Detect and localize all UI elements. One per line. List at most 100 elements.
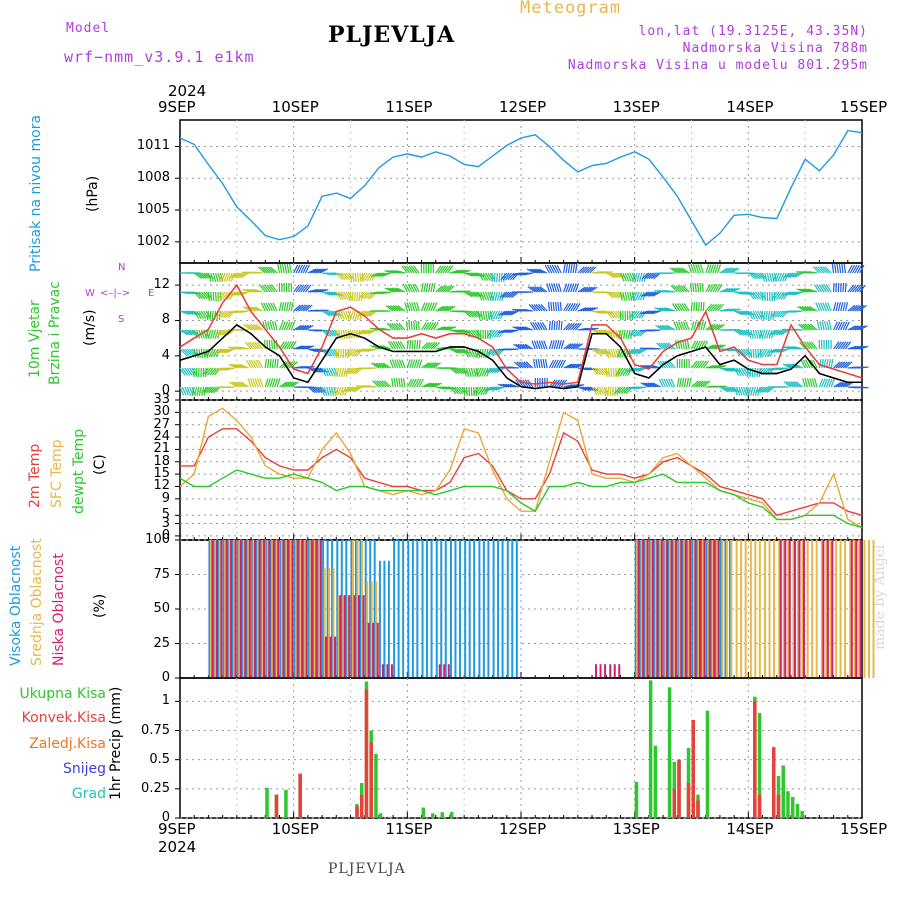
cloud-bar-0 (653, 540, 656, 678)
wind-arrow (804, 378, 809, 388)
wind-arrow (307, 268, 317, 274)
cloud-bar-0 (663, 540, 666, 678)
wind-arrow (233, 381, 242, 388)
wind-arrow (222, 329, 231, 336)
wind-arrow (321, 291, 331, 296)
wind-arrow (249, 378, 254, 388)
wind-arrow (193, 272, 202, 279)
wind-arrow (505, 329, 515, 334)
wind-arrow (286, 341, 292, 350)
wind-arrow (719, 287, 729, 293)
wind-arrow (257, 359, 264, 369)
wind-arrow (800, 359, 806, 369)
wind-arrow (235, 291, 245, 296)
wind-arrow (682, 340, 685, 350)
wind-arrow (635, 367, 645, 372)
wind-arrow (779, 367, 789, 371)
wind-arrow (207, 272, 212, 282)
wind-arrow (824, 321, 828, 331)
wind-arrow (492, 291, 496, 301)
wind-arrow (859, 304, 868, 312)
day-label-top: 9SEP (158, 98, 196, 116)
wind-arrow (613, 386, 621, 394)
wind-arrow (812, 359, 818, 369)
wind-arrow (712, 364, 722, 369)
cloud-bar-1 (839, 540, 842, 678)
wind-arrow (605, 367, 608, 378)
cloud-bar-2 (348, 595, 351, 678)
wind-arrow (775, 329, 785, 336)
wind-arrow (793, 346, 803, 350)
wind-arrow (425, 342, 433, 350)
wind-arrow (496, 291, 501, 301)
wind-arrow (502, 329, 512, 334)
cloud-bar-2 (599, 664, 602, 678)
wind-arrow (328, 329, 337, 337)
day-label-bottom: 11SEP (385, 820, 433, 838)
wind-arrow (665, 378, 671, 388)
wind-arrow (277, 264, 281, 274)
wind-arrow (533, 304, 541, 312)
wind-arrow (825, 284, 832, 293)
wind-arrow (555, 340, 560, 350)
wind-arrow (466, 272, 476, 277)
cloud-bar-1 (863, 540, 866, 678)
wind-arrow (231, 272, 240, 279)
wind-arrow (802, 378, 806, 388)
wind-arrow (787, 363, 796, 369)
wind-arrow (627, 272, 632, 282)
wind-arrow (840, 302, 844, 312)
wind-arrow (579, 386, 589, 391)
wind-arrow (184, 386, 189, 396)
wind-arrow (196, 291, 204, 300)
wind-arrow (266, 339, 269, 350)
wind-arrow (293, 324, 302, 331)
wind-arrow (395, 305, 403, 312)
wind-arrow (223, 348, 233, 354)
wind-arrow (610, 272, 620, 279)
wind-arrow (764, 272, 768, 282)
wind-arrow (823, 378, 828, 388)
wind-arrow (314, 386, 323, 394)
wind-arrow (465, 348, 472, 358)
wind-arrow (535, 359, 539, 369)
wind-arrow (761, 272, 766, 282)
wind-arrow (812, 266, 820, 274)
wind-arrow (290, 381, 300, 388)
wind-arrow (333, 367, 337, 377)
wind-arrow (231, 381, 240, 388)
wind-arrow (207, 329, 212, 339)
wind-arrow (359, 310, 368, 317)
wind-arrow (540, 359, 543, 369)
cloud-bar-1 (242, 540, 245, 678)
legend-conv-rain: Konvek.Kisa (21, 710, 106, 726)
wind-arrow (563, 343, 572, 350)
wind-arrow (495, 386, 505, 391)
wind-arrow (786, 346, 796, 350)
wind-arrow (651, 329, 661, 332)
cloud-bar-2 (272, 540, 275, 678)
wind-arrow (344, 386, 354, 393)
wind-arrow (391, 322, 399, 331)
wind-arrow (348, 367, 356, 375)
wind-arrow (767, 310, 771, 320)
wind-arrow (738, 310, 748, 316)
wind-arrow (489, 367, 498, 374)
wind-arrow (747, 272, 756, 280)
wind-arrow (382, 362, 392, 369)
wind-arrow (454, 386, 462, 395)
precip-bar-0 (667, 687, 672, 818)
wind-arrow (432, 302, 438, 312)
wind-arrow (682, 285, 690, 293)
wind-arrow (417, 320, 420, 331)
wind-arrow (655, 324, 664, 331)
cloud-bar-0 (421, 540, 424, 678)
wind-arrow (490, 348, 498, 356)
wind-arrow (852, 264, 858, 274)
wind-arrow (401, 359, 406, 369)
wind-arrow (274, 358, 277, 369)
cloud-bar-2 (859, 540, 862, 678)
wind-arrow (699, 282, 702, 293)
wind-arrow (432, 283, 436, 293)
cloud-bar-0 (279, 540, 282, 678)
